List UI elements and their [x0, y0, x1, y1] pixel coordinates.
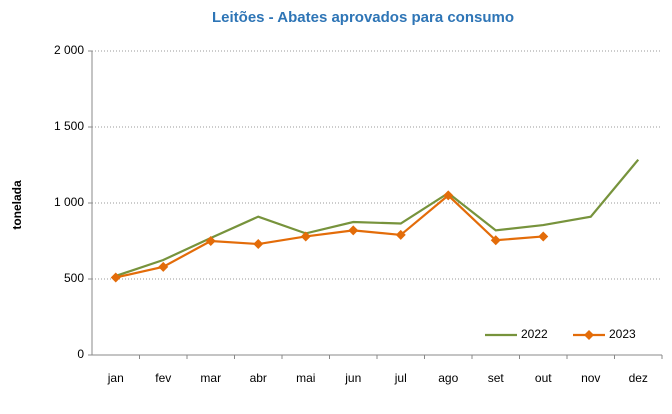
y-axis-label: tonelada: [10, 180, 24, 230]
y-tick-label: 500: [64, 271, 84, 285]
y-tick-label: 0: [77, 347, 84, 361]
data-point: [490, 235, 501, 246]
legend-marker: [584, 330, 594, 340]
data-point: [158, 261, 169, 272]
data-point: [538, 231, 549, 242]
x-tick-label: out: [535, 371, 552, 385]
x-tick-label: mai: [296, 371, 315, 385]
x-tick-label: jan: [107, 371, 124, 385]
x-tick-label: mar: [200, 371, 221, 385]
chart-title: Leitões - Abates aprovados para consumo: [212, 9, 514, 26]
x-tick-label: ago: [438, 371, 458, 385]
legend-label: 2023: [609, 327, 636, 341]
data-point: [348, 225, 359, 236]
x-tick-label: nov: [581, 371, 600, 385]
y-tick-label: 1 500: [54, 119, 84, 133]
data-point: [205, 236, 216, 246]
series-line: [115, 193, 544, 279]
x-tick-label: abr: [250, 371, 267, 385]
y-tick-label: 2 000: [54, 43, 84, 57]
x-tick-label: set: [488, 371, 505, 385]
data-point: [253, 239, 264, 250]
x-tick-label: jul: [394, 371, 407, 385]
x-tick-label: jun: [344, 371, 361, 385]
y-tick-label: 1 000: [54, 195, 84, 209]
data-point: [395, 229, 406, 240]
series-line: [115, 158, 640, 278]
data-point: [110, 272, 121, 283]
data-point: [300, 231, 311, 242]
data-point: [443, 190, 454, 201]
legend-label: 2022: [521, 327, 548, 341]
x-tick-label: dez: [629, 371, 648, 385]
x-tick-label: fev: [155, 371, 171, 385]
